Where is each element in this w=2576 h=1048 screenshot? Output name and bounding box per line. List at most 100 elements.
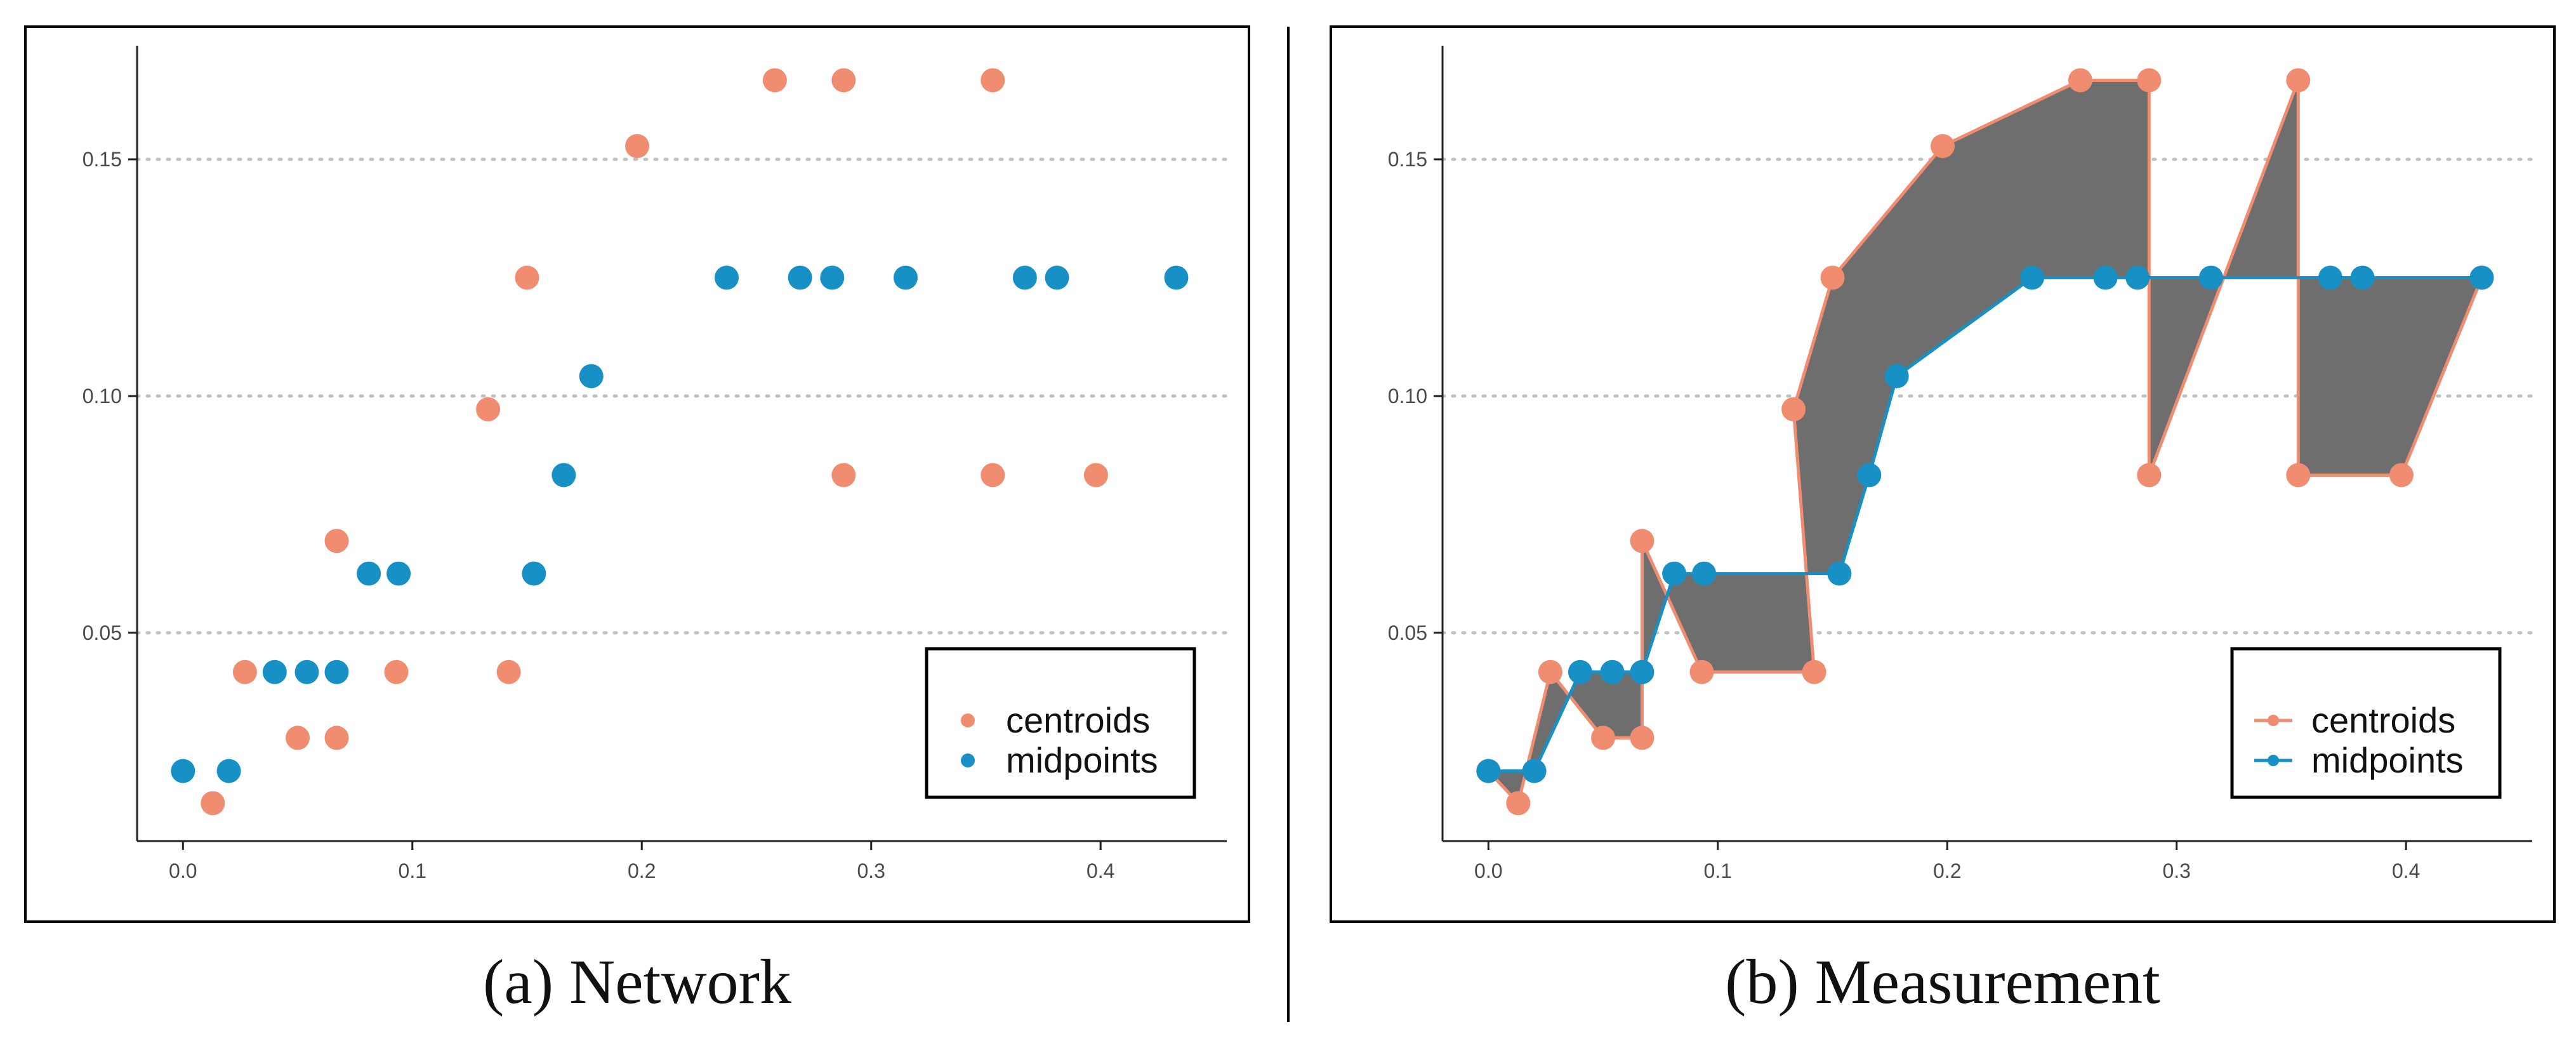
midpoint-point xyxy=(1600,660,1625,684)
midpoint-point xyxy=(1630,660,1655,684)
centroid-point xyxy=(201,791,225,816)
x-tick-label: 0.2 xyxy=(628,859,656,882)
legend: centroids midpoints xyxy=(2230,647,2502,799)
centroid-point xyxy=(324,726,349,750)
midpoint-point xyxy=(2469,265,2494,290)
midpoint-point xyxy=(386,561,411,586)
legend-midpoints-marker xyxy=(961,753,975,767)
legend-centroids-label: centroids xyxy=(2311,700,2455,740)
midpoint-point xyxy=(1522,759,1547,783)
centroid-point xyxy=(2389,463,2414,488)
x-tick-label: 0.3 xyxy=(2162,859,2190,882)
shaded-area xyxy=(1488,80,2482,804)
x-tick-label: 0.4 xyxy=(2392,859,2420,882)
x-tick-label: 0.4 xyxy=(1087,859,1114,882)
midpoint-point xyxy=(1568,660,1592,684)
legend: centroids midpoints xyxy=(925,647,1196,799)
axes: 0.0 0.1 0.2 0.3 0.4 0.05 0.10 0.15 xyxy=(83,46,1227,882)
midpoint-point xyxy=(1662,561,1687,586)
midpoint-point xyxy=(788,265,812,290)
centroid-point xyxy=(1083,463,1108,488)
centroid-point xyxy=(2137,463,2162,488)
midpoint-point xyxy=(1692,561,1717,586)
midpoint-point xyxy=(1884,364,1909,388)
centroid-point xyxy=(476,397,501,421)
midpoint-point xyxy=(522,561,546,586)
midpoint-point xyxy=(294,660,319,684)
midpoint-point xyxy=(1476,759,1501,783)
centroid-point xyxy=(2068,68,2092,93)
axes: 0.0 0.1 0.2 0.3 0.4 0.05 0.10 0.15 xyxy=(1388,46,2532,882)
plot-area xyxy=(171,68,1189,816)
x-tick-label: 0.1 xyxy=(399,859,426,882)
centroid-point xyxy=(831,463,856,488)
midpoint-point xyxy=(579,364,604,388)
panel-caption: (b) Measurement xyxy=(1725,946,2160,1017)
midpoint-point xyxy=(714,265,739,290)
y-tick-label: 0.15 xyxy=(1388,148,1427,171)
midpoint-point xyxy=(171,759,195,783)
midpoint-point xyxy=(2019,265,2044,290)
y-tick-label: 0.05 xyxy=(1388,621,1427,644)
legend-midpoints-label: midpoints xyxy=(2311,740,2464,780)
midpoint-point xyxy=(1164,265,1189,290)
gridlines xyxy=(1441,157,2534,635)
centroid-point xyxy=(1538,660,1562,684)
plot-area xyxy=(1476,68,2494,816)
y-tick-label: 0.15 xyxy=(83,148,122,171)
centroid-point xyxy=(625,134,650,159)
centroid-point xyxy=(1630,726,1655,750)
midpoint-point xyxy=(216,759,241,783)
midpoint-point xyxy=(357,561,381,586)
midpoint-point xyxy=(1857,463,1882,488)
centroid-point xyxy=(2286,463,2311,488)
centroid-point xyxy=(2137,68,2162,93)
centroid-point xyxy=(496,660,521,684)
panel-caption: (a) Network xyxy=(483,946,791,1017)
legend-midpoints-marker xyxy=(2268,755,2279,766)
centroid-point xyxy=(286,726,310,750)
midpoint-point xyxy=(2350,265,2375,290)
midpoint-point xyxy=(1045,265,1069,290)
centroid-point xyxy=(762,68,787,93)
centroid-point xyxy=(981,68,1005,93)
x-tick-label: 0.3 xyxy=(857,859,885,882)
midpoint-point xyxy=(552,463,576,488)
legend-centroids-marker xyxy=(2268,715,2279,726)
panel-frame xyxy=(24,25,1250,923)
y-tick-label: 0.10 xyxy=(83,385,122,408)
centroids-line xyxy=(1487,78,2483,805)
centroid-point xyxy=(1820,265,1845,290)
legend-midpoints-label: midpoints xyxy=(1006,740,1158,780)
x-tick-label: 0.2 xyxy=(1933,859,1961,882)
centroid-point xyxy=(324,529,349,554)
midpoint-point xyxy=(2318,265,2342,290)
legend-centroids-label: centroids xyxy=(1006,700,1150,740)
midpoint-point xyxy=(262,660,287,684)
midpoint-point xyxy=(2125,265,2150,290)
panel-frame xyxy=(1330,25,2556,923)
centroid-point xyxy=(384,660,409,684)
y-tick-label: 0.05 xyxy=(83,621,122,644)
gridlines xyxy=(135,157,1229,635)
centroid-point xyxy=(2286,68,2311,93)
centroid-point xyxy=(1689,660,1714,684)
centroid-point xyxy=(1781,397,1806,421)
centroid-point xyxy=(515,265,539,290)
centroid-point xyxy=(1802,660,1826,684)
midpoint-point xyxy=(1012,265,1037,290)
midpoint-point xyxy=(1827,561,1852,586)
midpoint-point xyxy=(324,660,349,684)
midpoint-point xyxy=(820,265,845,290)
x-tick-label: 0.1 xyxy=(1704,859,1732,882)
legend-centroids-marker xyxy=(961,713,975,727)
centroid-point xyxy=(1506,791,1531,816)
x-tick-label: 0.0 xyxy=(169,859,197,882)
centroid-point xyxy=(1931,134,1955,159)
centroid-point xyxy=(831,68,856,93)
panel-measurement: 0.0 0.1 0.2 0.3 0.4 0.05 0.10 0.15 centroids mi… xyxy=(1330,25,2556,1017)
midpoint-point xyxy=(2198,265,2223,290)
centroid-point xyxy=(1630,529,1655,554)
panel-network: 0.0 0.1 0.2 0.3 0.4 0.05 0.10 0.15 centroids mi… xyxy=(24,25,1250,1017)
